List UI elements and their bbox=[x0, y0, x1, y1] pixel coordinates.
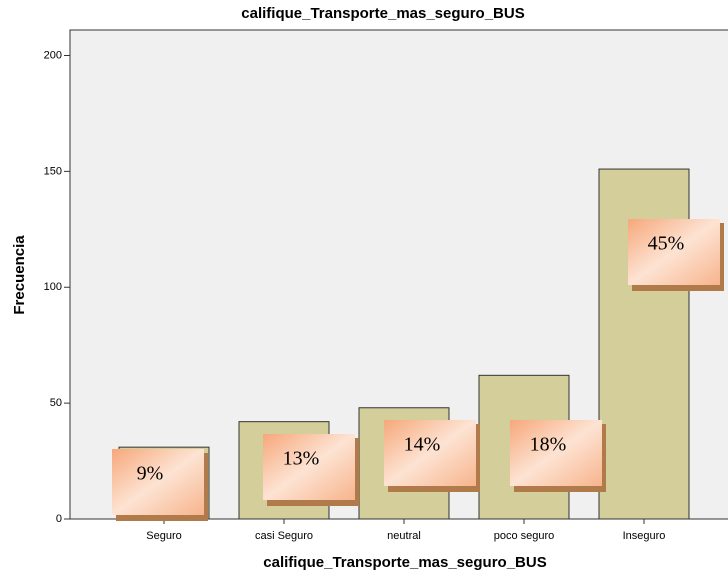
data-label: 18% bbox=[530, 434, 567, 456]
x-tick-label: Seguro bbox=[146, 530, 181, 542]
chart-title: califique_Transporte_mas_seguro_BUS bbox=[241, 5, 524, 22]
label-box bbox=[510, 420, 602, 486]
y-tick-label: 100 bbox=[44, 281, 62, 293]
data-label: 13% bbox=[283, 448, 320, 470]
label-box bbox=[384, 420, 476, 486]
label-box bbox=[263, 434, 355, 500]
y-tick-label: 150 bbox=[44, 165, 62, 177]
x-axis-title: califique_Transporte_mas_seguro_BUS bbox=[263, 554, 546, 571]
data-label: 45% bbox=[648, 233, 685, 255]
y-tick-label: 0 bbox=[56, 513, 62, 525]
y-axis-title: Frecuencia bbox=[11, 235, 28, 315]
y-tick-label: 200 bbox=[44, 49, 62, 61]
data-label: 9% bbox=[137, 463, 164, 485]
x-tick-label: neutral bbox=[387, 530, 421, 542]
data-label: 14% bbox=[404, 434, 441, 456]
label-box bbox=[628, 219, 720, 285]
y-tick-label: 50 bbox=[50, 397, 62, 409]
label-box bbox=[112, 449, 204, 515]
x-tick-label: casi Seguro bbox=[255, 530, 313, 542]
x-tick-label: Inseguro bbox=[623, 530, 666, 542]
x-tick-label: poco seguro bbox=[494, 530, 555, 542]
